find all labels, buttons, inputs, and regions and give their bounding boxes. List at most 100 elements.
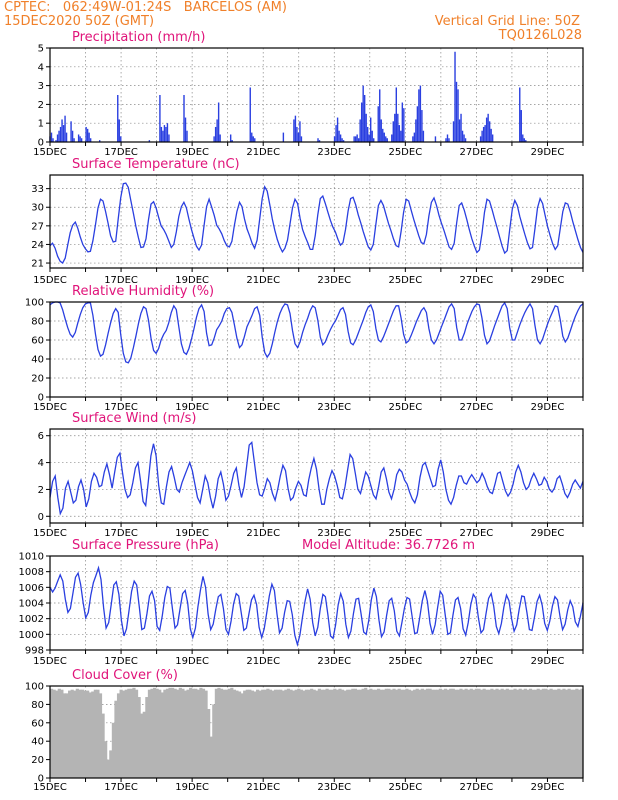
cloud-bar <box>227 688 231 778</box>
cloud-bar <box>281 690 285 778</box>
cloud-bar <box>351 688 355 778</box>
date-label: 27DEC <box>460 528 494 539</box>
precip-bar <box>370 117 372 142</box>
y-tick-label: 100 <box>25 682 44 693</box>
precip-bar <box>89 138 92 142</box>
precip-bar <box>317 138 319 142</box>
cloud-bar <box>474 688 479 778</box>
precip-bar <box>457 89 459 142</box>
panel-title: Surface Temperature (nC) <box>72 157 240 172</box>
date-label: 21DEC <box>246 528 280 539</box>
cloud-bar <box>469 688 473 778</box>
cloud-bar <box>330 689 334 778</box>
cloud-bar <box>55 690 59 778</box>
panel-1: 21 24 27 30 33 15DEC 17DEC 19DEC 21DEC 23DEC 25DEC… <box>31 157 584 286</box>
date-label: 29DEC <box>531 528 565 539</box>
cloud-bar <box>142 711 146 778</box>
cloud-bar <box>191 688 195 778</box>
cloud-bar <box>93 689 97 778</box>
precip-bar <box>318 140 321 142</box>
date-label: 19DEC <box>175 656 209 667</box>
precip-bar <box>52 138 54 142</box>
date-label: 27DEC <box>460 782 494 793</box>
cloud-bar <box>366 689 370 778</box>
cloud-bar <box>490 688 494 778</box>
precip-bar <box>359 119 361 142</box>
precip-bar <box>354 136 357 142</box>
cloud-bar <box>446 689 450 778</box>
precip-bar <box>118 119 120 142</box>
cloud-bar <box>212 704 216 778</box>
cloud-bar <box>253 691 257 778</box>
cloud-bar <box>472 689 476 778</box>
precip-bar <box>413 132 416 142</box>
precip-bar <box>460 113 462 142</box>
panel-2: 0 20 40 60 80 100 15DEC 17DEC 19DEC 21DEC 23DEC 25D… <box>25 284 584 413</box>
cloud-bar <box>498 689 502 778</box>
cloud-bar <box>572 689 576 778</box>
precip-bar <box>455 81 458 142</box>
precip-bar <box>448 138 450 142</box>
cloud-bar <box>557 688 561 778</box>
cloud-bar <box>147 689 152 778</box>
precip-bar <box>363 95 366 142</box>
cloud-bar <box>346 689 350 778</box>
plot-frame <box>49 174 584 269</box>
date-label: 19DEC <box>175 275 209 286</box>
cloud-bar <box>374 689 378 778</box>
precip-bar <box>394 113 396 142</box>
precip-bar <box>520 110 522 142</box>
model-altitude: Model Altitude: 36.7726 m <box>302 538 475 553</box>
precip-bar <box>184 117 187 142</box>
precip-bar <box>491 134 494 142</box>
cloud-bar <box>286 688 291 778</box>
cloud-bar <box>492 689 497 778</box>
y-tick-label: 998 <box>25 646 44 657</box>
date-label: 17DEC <box>104 402 138 413</box>
date-label: 29DEC <box>531 656 565 667</box>
precip-bar <box>416 106 419 142</box>
plot-frame <box>49 428 584 524</box>
precip-bar <box>485 117 488 142</box>
cloud-bar <box>214 688 218 778</box>
precip-bar <box>452 121 455 142</box>
cloud-bar <box>454 689 458 778</box>
cloud-bar <box>137 697 141 778</box>
cloud-bar <box>310 688 314 778</box>
precip-bar <box>333 136 336 142</box>
cloud-bar <box>407 689 412 778</box>
cloud-bar <box>508 689 512 778</box>
cloud-bar <box>322 689 327 778</box>
precip-bar <box>70 121 72 142</box>
y-tick-label: 4 <box>38 62 44 73</box>
precip-bar <box>434 136 437 142</box>
cloud-bar <box>485 689 489 778</box>
precip-bar <box>336 117 339 142</box>
precip-bar <box>254 138 256 142</box>
date-label: 29DEC <box>531 782 565 793</box>
cloud-bar <box>436 689 440 778</box>
precip-bar <box>360 102 363 142</box>
precip-bar <box>62 125 65 142</box>
cloud-bar <box>60 689 64 778</box>
cloud-bar <box>189 687 193 778</box>
date-label: 15DEC <box>33 656 67 667</box>
cloud-bar <box>451 688 455 778</box>
cloud-bar <box>145 697 149 778</box>
date-label: 23DEC <box>317 275 351 286</box>
precip-bar <box>59 126 62 142</box>
cloud-bar <box>106 759 110 778</box>
date-label: 19DEC <box>175 528 209 539</box>
date-label: 19DEC <box>175 147 209 158</box>
cloud-bar <box>554 689 558 778</box>
cloud-bar <box>158 689 162 778</box>
cloud-bar <box>433 689 437 778</box>
date-label: 23DEC <box>317 656 351 667</box>
cloud-bar <box>268 689 273 778</box>
cloud-bar <box>297 688 301 778</box>
cloud-bar <box>62 693 67 778</box>
cloud-bar <box>98 693 103 778</box>
cloud-bar <box>258 690 262 778</box>
cloud-bar <box>387 688 391 778</box>
